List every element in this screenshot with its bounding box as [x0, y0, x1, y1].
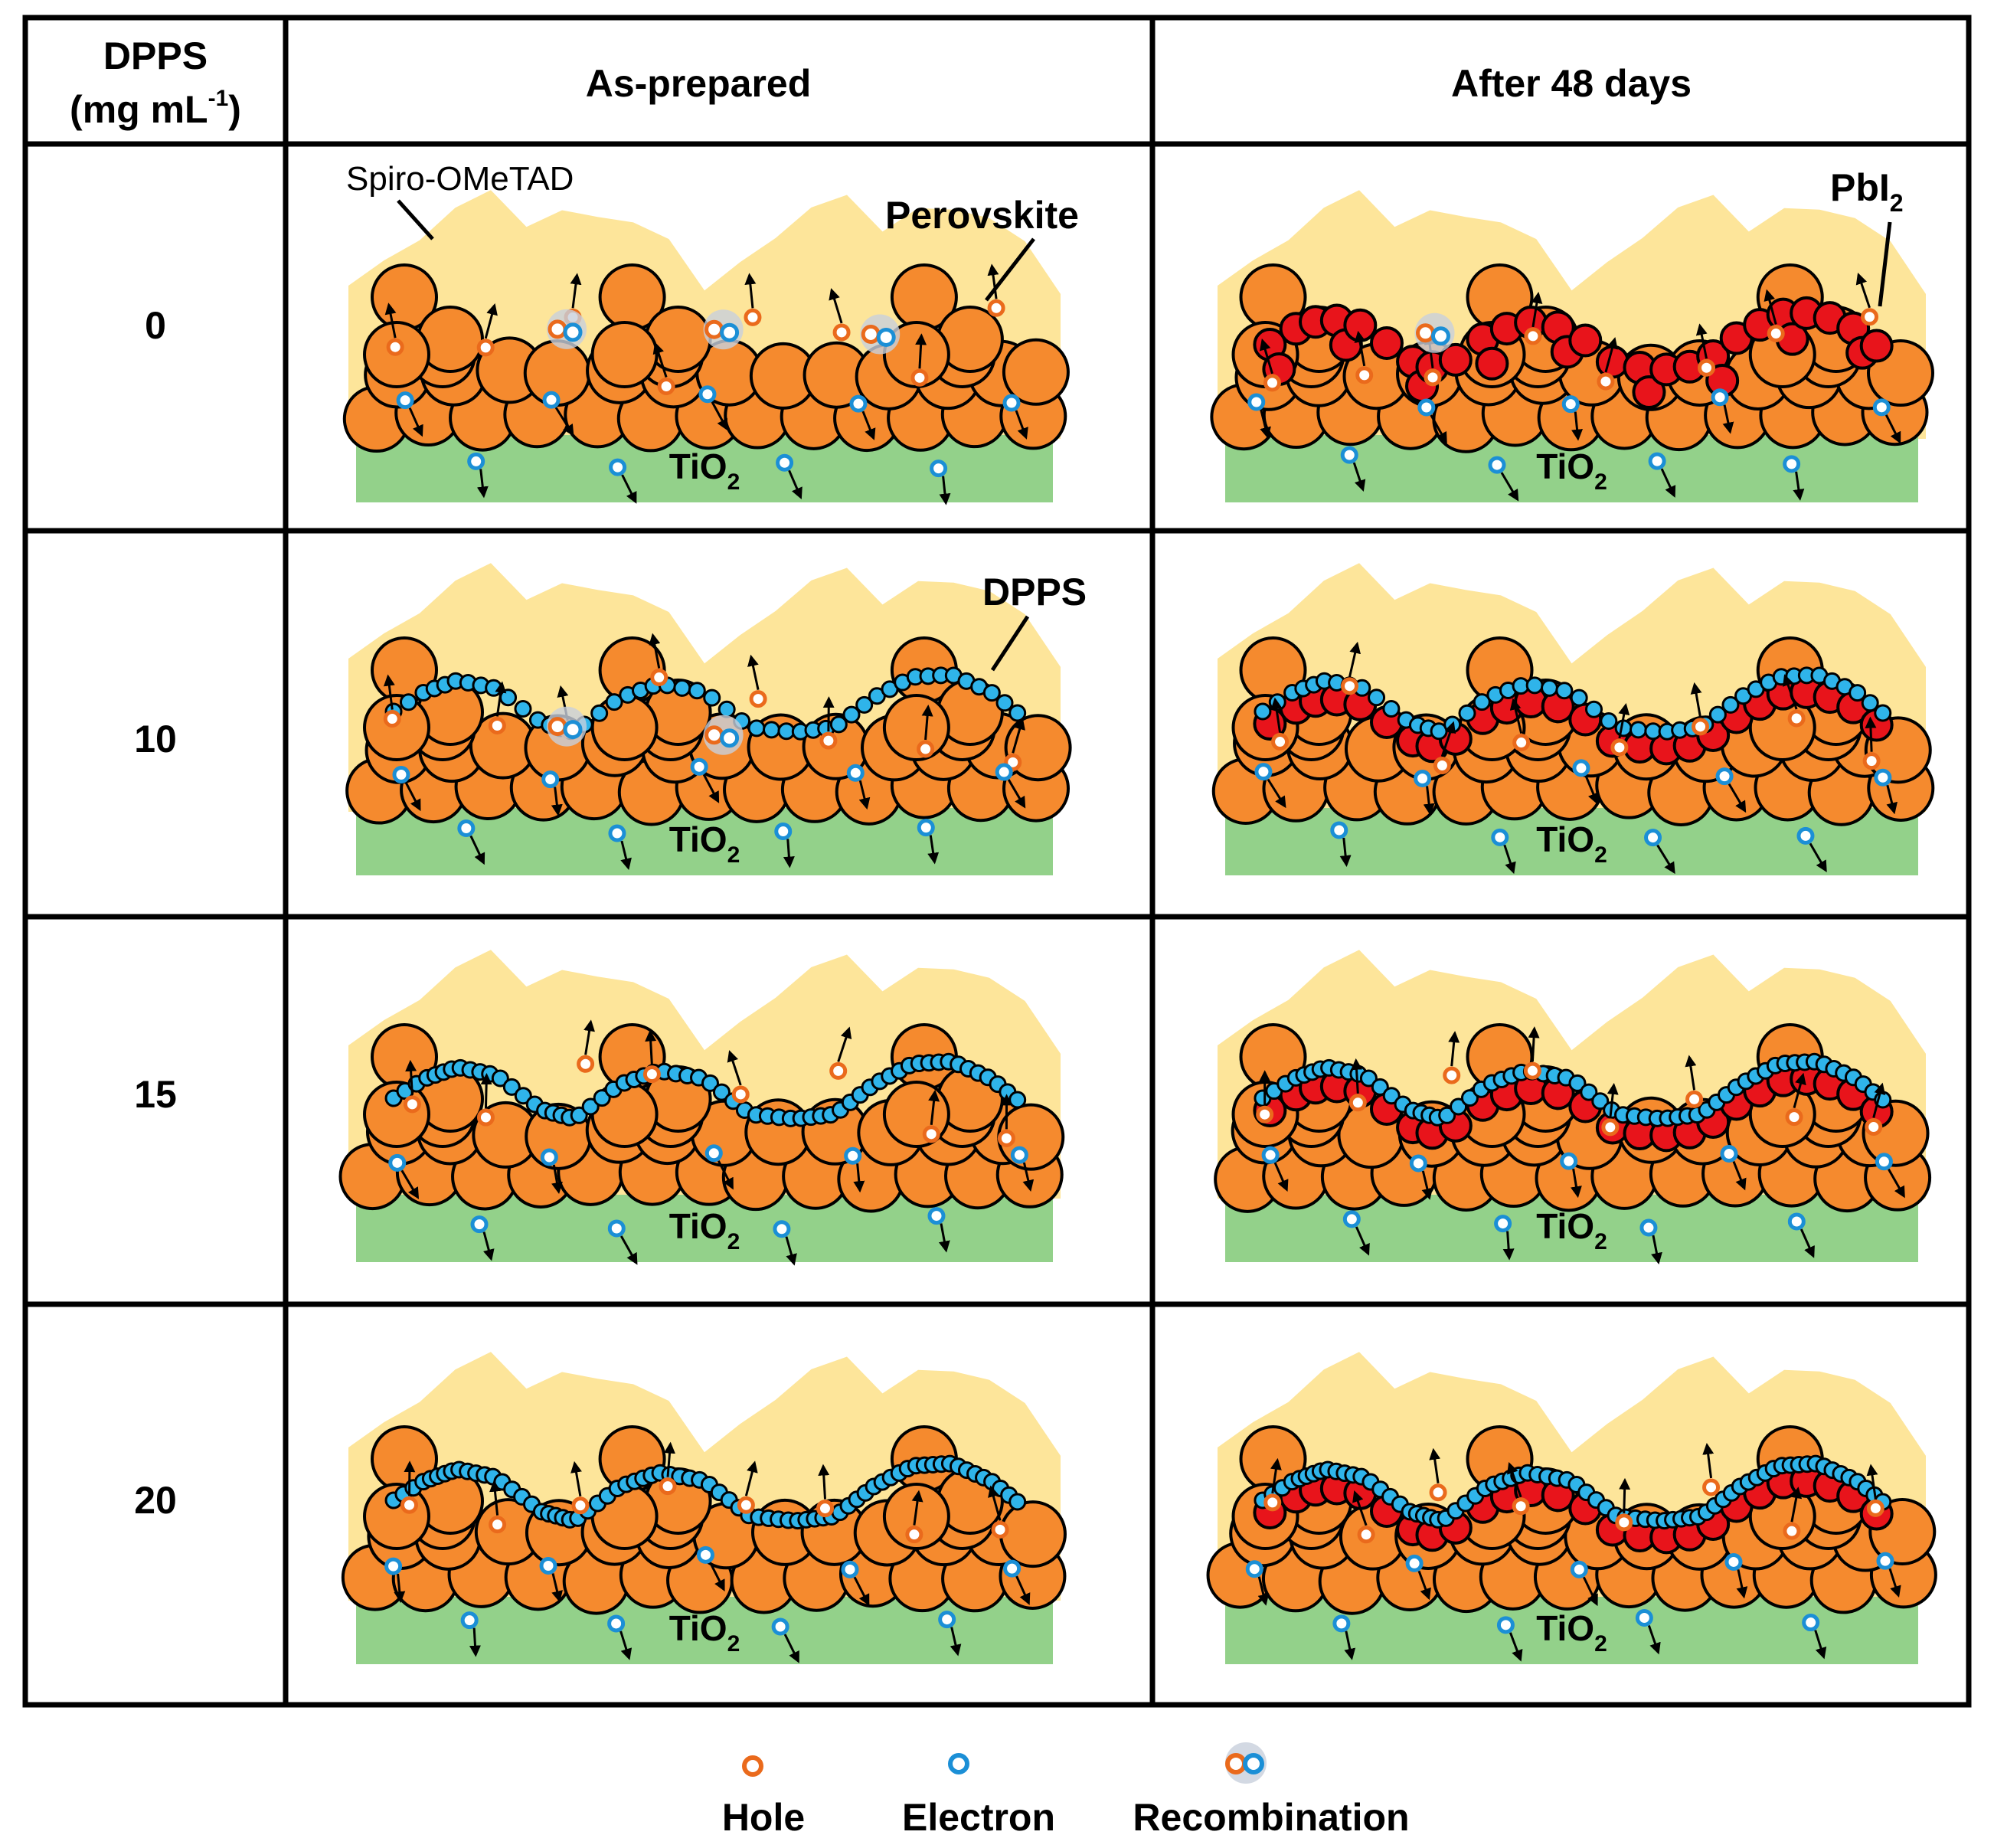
- perovskite-grains: [341, 1425, 1067, 1615]
- recombination-events: [1414, 312, 1455, 353]
- panel-after-48-days-row-1: TiO2: [1211, 563, 1935, 875]
- legend-recombination-icon: [1225, 1742, 1267, 1784]
- spiro-leader-line: [397, 199, 434, 240]
- panel-as-prepared-row-1: TiO2: [345, 563, 1072, 875]
- dpps-leader-line: [990, 615, 1030, 672]
- hole-carriers: [1263, 1443, 1884, 1544]
- hole-carriers: [383, 633, 1025, 771]
- label-pbi2: PbI2: [1830, 166, 1904, 217]
- electron-carriers: [392, 757, 1026, 870]
- panel-after-48-days-row-2: TiO2: [1214, 950, 1932, 1264]
- panel-after-48-days-row-0: TiO2: [1210, 190, 1934, 502]
- perovskite-grains: [342, 263, 1070, 453]
- hole-carriers: [400, 1441, 1009, 1544]
- dpps-layer: [1254, 1052, 1892, 1127]
- recombination-events: [547, 309, 901, 355]
- tio2-label: TiO2: [1536, 819, 1607, 868]
- panel-as-prepared-row-0: TiO2: [342, 190, 1070, 505]
- perovskite-grains: [338, 1023, 1065, 1213]
- header-after-48-days: After 48 days: [1451, 62, 1692, 105]
- tio2-label: TiO2: [669, 819, 740, 868]
- tio2-label: TiO2: [669, 446, 740, 495]
- legend-hole-label: Hole: [722, 1796, 805, 1839]
- hole-carriers: [1256, 1026, 1886, 1137]
- perovskite-grains: [1206, 1425, 1937, 1615]
- electron-carriers: [1247, 388, 1901, 502]
- label-dpps: DPPS: [982, 571, 1087, 613]
- diagram-panels: TiO2 TiO2 TiO2 TiO2 TiO2 TiO2 TiO2 TiO2: [338, 190, 1937, 1664]
- hole-carriers: [403, 1019, 1015, 1147]
- perovskite-leader-line: [985, 237, 1035, 302]
- hole-carriers: [384, 263, 1005, 395]
- tio2-label: TiO2: [669, 1206, 740, 1254]
- legend-hole-icon: [742, 1755, 763, 1777]
- tio2-label: TiO2: [1536, 1608, 1607, 1657]
- header-dpps-unit: (mg mL-1): [70, 86, 241, 131]
- electron-carriers: [1245, 1552, 1901, 1662]
- legend: Hole Electron Recombination: [722, 1742, 1410, 1839]
- hole-carriers: [1270, 641, 1881, 774]
- electron-carriers: [396, 385, 1028, 505]
- legend-recombination-label: Recombination: [1133, 1796, 1409, 1839]
- header-as-prepared: As-prepared: [586, 62, 812, 105]
- dpps-layer: [1254, 666, 1892, 741]
- electron-carriers: [384, 1545, 1031, 1663]
- tio2-label: TiO2: [669, 1608, 740, 1657]
- dpps-layer: [384, 1052, 1027, 1127]
- panel-as-prepared-row-2: TiO2: [338, 950, 1065, 1266]
- panel-after-48-days-row-3: TiO2: [1206, 1352, 1937, 1664]
- table-border: [22, 15, 1972, 1708]
- dpps-layer: [1254, 1454, 1892, 1530]
- row-label-0: 0: [145, 304, 166, 347]
- electron-carriers: [1254, 759, 1898, 875]
- hole-carriers: [1259, 272, 1879, 392]
- tio2-label: TiO2: [1536, 446, 1607, 495]
- label-perovskite: Perovskite: [885, 194, 1079, 237]
- legend-electron-label: Electron: [902, 1796, 1055, 1839]
- recombination-events: [547, 706, 744, 755]
- panel-as-prepared-row-3: TiO2: [341, 1352, 1067, 1664]
- table-grid: [22, 15, 1972, 1708]
- row-label-10: 10: [134, 718, 177, 760]
- electron-carriers: [1261, 1145, 1905, 1264]
- electron-carriers: [388, 1144, 1035, 1266]
- header-dpps-label: DPPS: [103, 34, 208, 77]
- tio2-label: TiO2: [1536, 1206, 1607, 1254]
- row-label-15: 15: [134, 1073, 177, 1116]
- label-spiro-ometad: Spiro-OMeTAD: [346, 160, 574, 198]
- row-label-20: 20: [134, 1479, 177, 1522]
- pbi2-leader-line: [1878, 221, 1892, 307]
- legend-electron-icon: [948, 1753, 969, 1774]
